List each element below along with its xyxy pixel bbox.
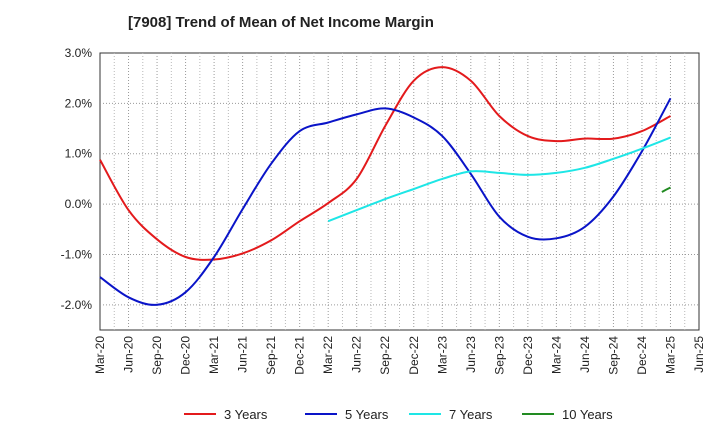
x-tick-label: Sep-24 (606, 336, 620, 375)
y-tick-label: -1.0% (61, 247, 93, 261)
x-tick-label: Dec-22 (407, 336, 421, 375)
x-tick-label: Dec-24 (635, 336, 649, 375)
x-tick-label: Mar-23 (435, 336, 449, 374)
x-tick-label: Jun-24 (578, 336, 592, 373)
series-line-7-years (327, 136, 671, 223)
legend-label: 10 Years (562, 407, 613, 422)
series-lines (99, 66, 672, 306)
x-tick-label: Mar-22 (321, 336, 335, 374)
x-tick-label: Jun-20 (122, 336, 136, 373)
y-tick-label: 1.0% (65, 147, 93, 161)
y-tick-label: 0.0% (65, 197, 93, 211)
x-tick-label: Jun-21 (236, 336, 250, 373)
x-axis-ticks: Mar-20 Jun-20 Sep-20 Dec-20 Mar-21 Jun-21 Sep-… (93, 336, 706, 375)
x-tick-label: Jun-23 (464, 336, 478, 373)
x-tick-label: Jun-22 (350, 336, 364, 373)
legend: 3 Years 5 Years 7 Years 10 Years (184, 407, 613, 422)
series-line-5-years (99, 97, 672, 306)
x-tick-label: Jun-25 (692, 336, 706, 373)
legend-label: 7 Years (449, 407, 493, 422)
x-tick-label: Dec-21 (293, 336, 307, 375)
horizontal-gridlines (100, 102, 699, 306)
x-tick-label: Mar-21 (207, 336, 221, 374)
y-tick-label: 2.0% (65, 96, 93, 110)
y-axis-ticks: 3.0% 2.0% 1.0% 0.0% -1.0% -2.0% (61, 46, 93, 312)
x-tick-label: Mar-24 (549, 336, 563, 374)
series-line-3-years (99, 66, 671, 261)
y-tick-label: 3.0% (65, 46, 93, 60)
chart-title: [7908] Trend of Mean of Net Income Margi… (128, 14, 434, 31)
legend-label: 3 Years (224, 407, 268, 422)
x-tick-label: Dec-23 (521, 336, 535, 375)
vertical-gridlines (113, 53, 686, 330)
x-tick-label: Dec-20 (179, 336, 193, 375)
x-tick-label: Sep-23 (492, 336, 506, 375)
x-tick-label: Sep-20 (150, 336, 164, 375)
x-tick-label: Sep-21 (264, 336, 278, 375)
legend-label: 5 Years (345, 407, 389, 422)
y-tick-label: -2.0% (61, 298, 93, 312)
x-tick-label: Sep-22 (378, 336, 392, 375)
series-line-10-years (661, 186, 671, 193)
x-tick-label: Mar-25 (663, 336, 677, 374)
x-tick-label: Mar-20 (93, 336, 107, 374)
